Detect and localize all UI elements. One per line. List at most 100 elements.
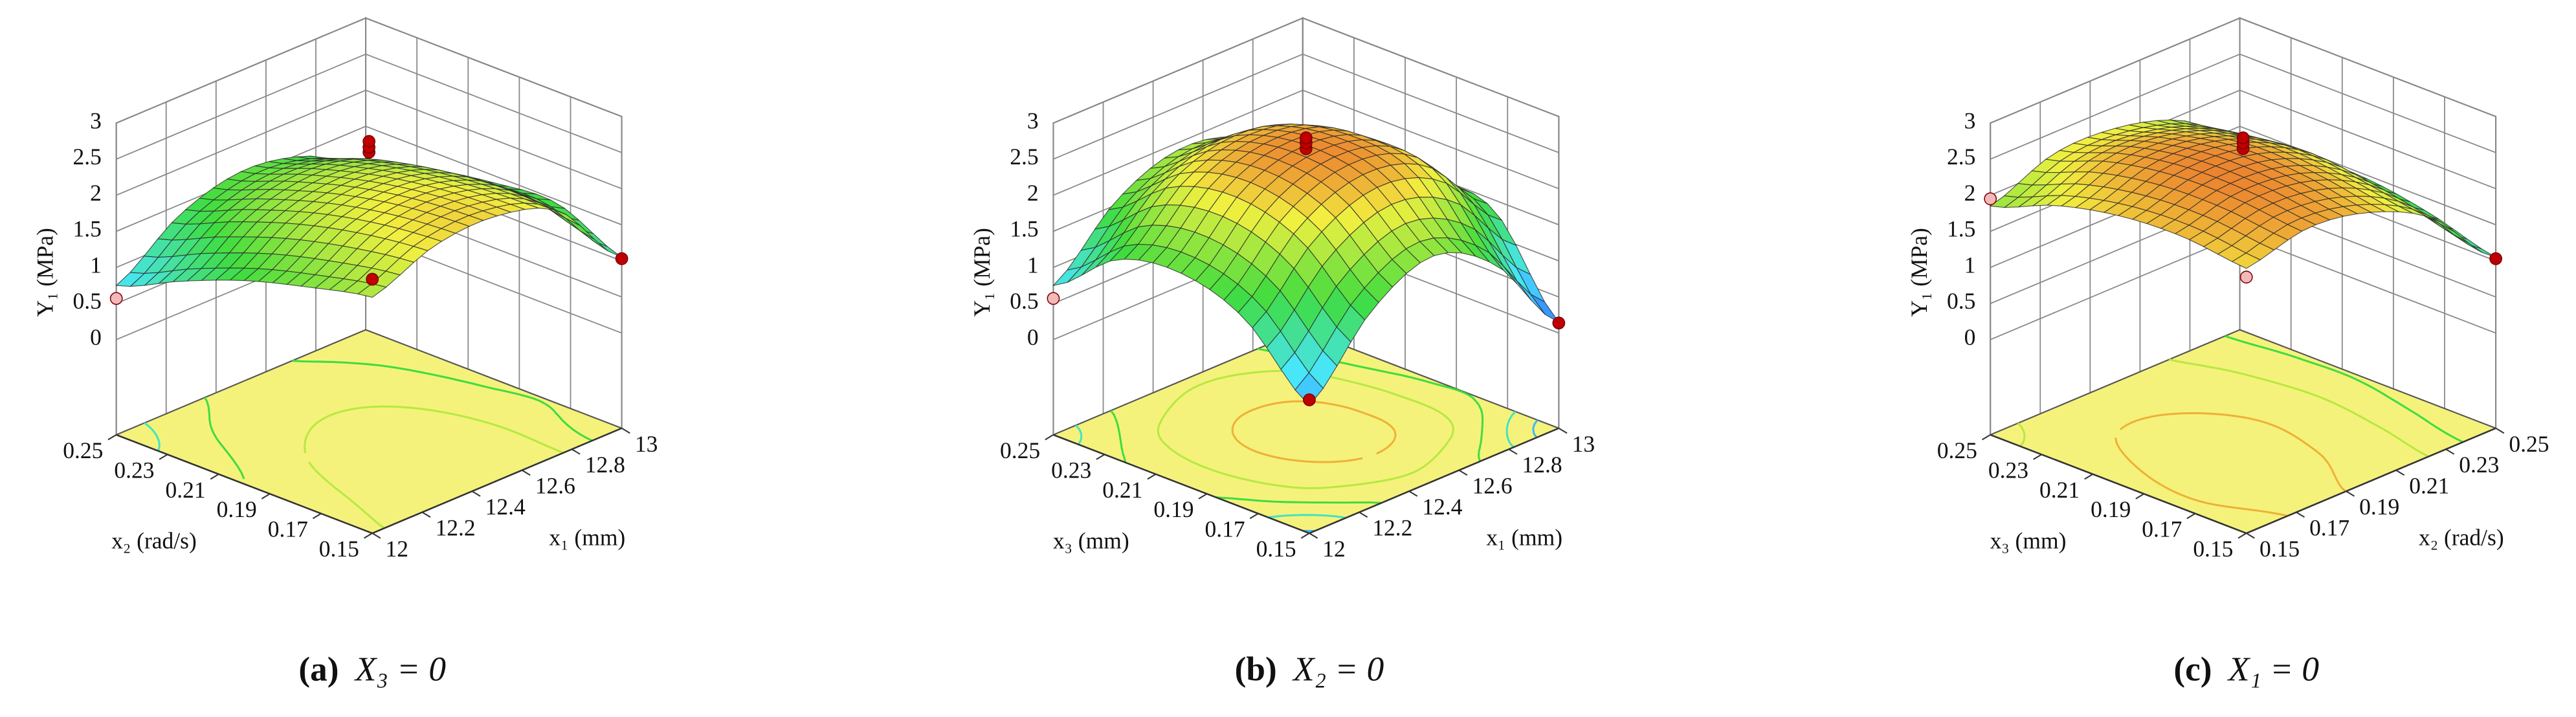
z-axis-label: Y₁ (MPa): [1906, 228, 1932, 317]
surface-patch: [1294, 372, 1324, 406]
y-tick-label: 0.19: [217, 496, 257, 522]
tick-mark: [261, 493, 271, 500]
z-tick-label: 3: [90, 107, 102, 133]
y-axis-label: x₃ (mm): [1990, 527, 2067, 553]
x-axis-label: x₁ (mm): [549, 524, 625, 550]
y-tick-label: 0.21: [2039, 477, 2080, 503]
x-tick-label: 12: [385, 536, 408, 562]
z-tick-label: 1.5: [1010, 216, 1038, 242]
z-tick-label: 2.5: [1010, 144, 1038, 170]
tick-mark: [2495, 427, 2505, 434]
tick-mark: [372, 533, 381, 539]
y-tick-label: 0.21: [165, 477, 205, 503]
caption: (c) X₁ = 0: [2173, 650, 2319, 689]
z-tick-label: 1.5: [1947, 216, 1975, 242]
x-tick-label: 12.2: [1372, 515, 1412, 541]
tick-mark: [1981, 434, 1991, 441]
tick-mark: [2033, 454, 2042, 460]
x-tick-label: 0.23: [2459, 452, 2499, 478]
x-tick-label: 0.21: [2409, 473, 2449, 499]
y-axis-label: x₃ (mm): [1053, 527, 1129, 553]
x-tick-label: 0.19: [2359, 494, 2399, 520]
tick-mark: [1147, 473, 1157, 480]
y-tick-label: 0.15: [2193, 536, 2233, 562]
contour-line: [1157, 370, 1454, 489]
tick-mark: [471, 491, 481, 497]
tick-mark: [1309, 533, 1318, 539]
z-tick-label: 0: [1964, 324, 1976, 350]
tick-mark: [2346, 491, 2355, 497]
axis-line: [372, 427, 623, 535]
z-tick-label: 1: [1964, 252, 1976, 278]
caption-text: X₂ = 0: [1292, 650, 1384, 689]
contour-line: [1231, 400, 1397, 463]
x-tick-label: 12.6: [535, 473, 575, 499]
caption-label: (c): [2173, 650, 2212, 689]
x-tick-label: 12: [1322, 536, 1345, 562]
caption: (a) X₃ = 0: [298, 650, 446, 689]
z-tick-label: 0.5: [72, 288, 101, 314]
y-tick-label: 0.19: [2091, 496, 2131, 522]
z-tick-label: 0: [90, 324, 102, 350]
z-axis-label: Y₁ (MPa): [32, 228, 58, 317]
axis-line: [1990, 434, 2247, 535]
contour-line: [2017, 358, 2429, 458]
tick-mark: [2246, 533, 2255, 539]
x-tick-label: 12.8: [1522, 452, 1562, 478]
tick-mark: [421, 511, 431, 518]
design-point: [109, 292, 123, 305]
y-tick-label: 0.17: [2142, 516, 2182, 542]
tick-mark: [2135, 493, 2145, 500]
y-tick-label: 0.23: [1988, 457, 2028, 483]
tick-mark: [2084, 473, 2093, 480]
tick-mark: [621, 427, 630, 434]
design-point: [1552, 316, 1566, 329]
contour-line: [2225, 335, 2464, 443]
tick-mark: [210, 473, 219, 480]
axis-line: [2246, 427, 2496, 535]
surface-patch: [2231, 252, 2261, 269]
z-tick-label: 0.5: [1010, 288, 1038, 314]
y-tick-label: 0.15: [319, 536, 359, 562]
z-tick-label: 2.5: [1947, 144, 1975, 170]
caption-label: (a): [298, 650, 339, 689]
axis-line: [116, 434, 373, 535]
tick-mark: [571, 448, 581, 455]
x-tick-label: 12.4: [1422, 494, 1462, 520]
x-tick-label: 0.17: [2309, 515, 2349, 541]
y-tick-label: 0.23: [1051, 457, 1091, 483]
tick-mark: [159, 454, 168, 460]
tick-mark: [1096, 454, 1105, 460]
x-tick-label: 12.4: [485, 494, 526, 520]
y-tick-label: 0.19: [1153, 496, 1194, 522]
tick-mark: [2395, 469, 2405, 476]
tick-mark: [2445, 448, 2455, 455]
x-tick-label: 12.6: [1472, 473, 1512, 499]
tick-mark: [1408, 491, 1418, 497]
z-tick-label: 3: [1964, 107, 1976, 133]
y-tick-label: 0.25: [1937, 437, 1977, 463]
design-point: [615, 252, 628, 265]
tick-mark: [1198, 493, 1208, 500]
tick-mark: [2237, 533, 2247, 539]
z-tick-label: 1: [90, 252, 102, 278]
x-tick-label: 0.25: [2509, 431, 2549, 457]
tick-mark: [1558, 427, 1568, 434]
x-tick-label: 0.15: [2260, 536, 2300, 562]
design-point: [1984, 192, 1997, 206]
tick-mark: [1458, 469, 1468, 476]
design-point: [2236, 131, 2250, 144]
x-tick-label: 13: [1572, 431, 1595, 457]
contour-line: [1303, 419, 1538, 533]
axis-line: [1052, 434, 1310, 535]
y-tick-label: 0.15: [1256, 536, 1296, 562]
x-tick-label: 12.2: [436, 515, 476, 541]
tick-mark: [312, 513, 322, 520]
contour-line: [2114, 412, 2347, 517]
y-tick-label: 0.25: [1000, 437, 1040, 463]
z-tick-label: 2: [1027, 180, 1039, 206]
y-tick-label: 0.17: [268, 516, 308, 542]
z-tick-label: 2: [90, 180, 102, 206]
x-axis-label: x₁ (mm): [1486, 524, 1562, 550]
z-tick-label: 2.5: [72, 144, 101, 170]
